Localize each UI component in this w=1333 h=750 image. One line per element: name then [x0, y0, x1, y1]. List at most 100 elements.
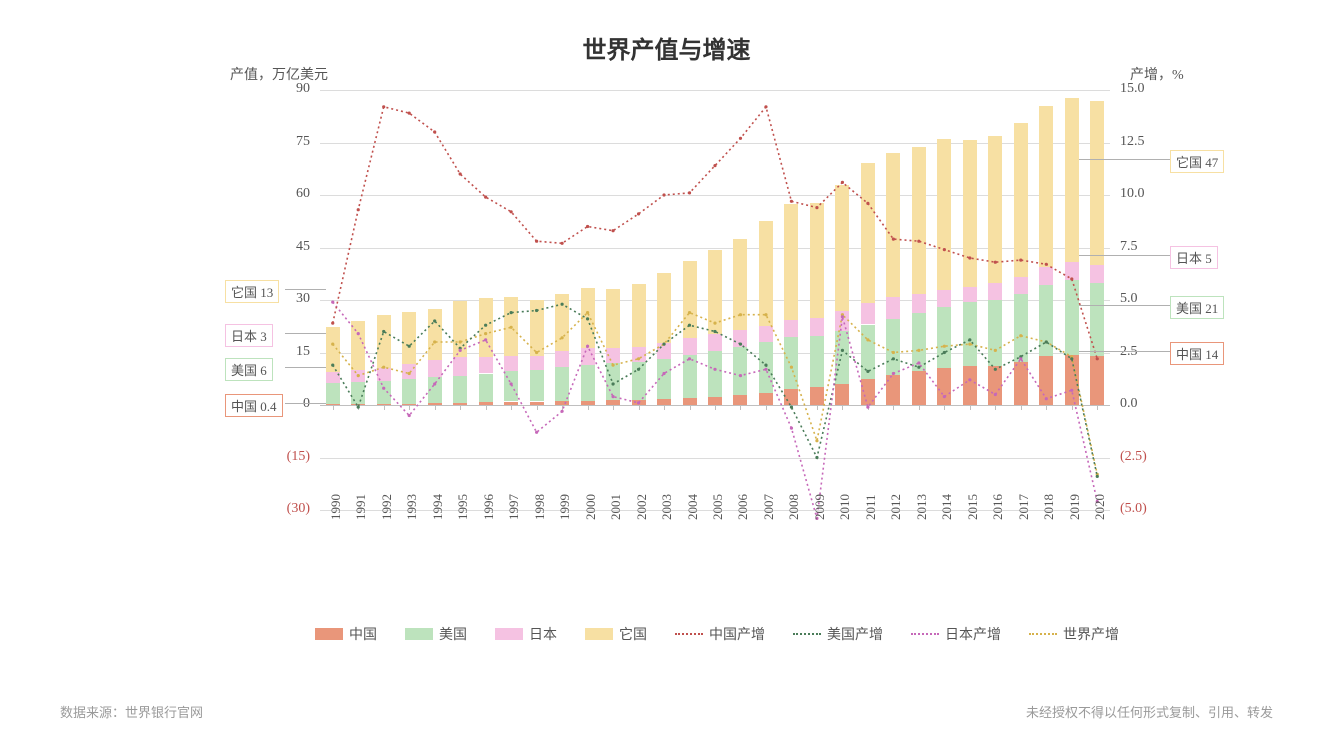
line-us-growth-point [1045, 340, 1048, 343]
line-us-growth-point [382, 330, 385, 333]
line-japan-growth-point [586, 345, 589, 348]
line-us-growth-point [560, 303, 563, 306]
legend-item: 中国 [315, 624, 377, 644]
line-japan-growth-point [662, 372, 665, 375]
line-japan-growth-point [892, 372, 895, 375]
line-china-growth-point [510, 210, 513, 213]
line-world-growth-point [790, 366, 793, 369]
y-tick-right: (5.0) [1120, 501, 1180, 517]
line-world-growth-point [815, 439, 818, 442]
legend-swatch-line [1029, 633, 1057, 635]
line-world-growth-point [994, 349, 997, 352]
line-us-growth-point [510, 311, 513, 314]
line-china-growth-point [841, 181, 844, 184]
legend-item: 它国 [585, 624, 647, 644]
line-china-growth-point [382, 105, 385, 108]
callout-lead [285, 367, 326, 368]
x-tick-label: 2010 [837, 494, 853, 520]
y-tick-right: 12.5 [1120, 134, 1180, 150]
x-tick-label: 1997 [506, 494, 522, 520]
line-japan-growth-point [331, 301, 334, 304]
y-tick-left: (15) [260, 449, 310, 465]
callout-left-jp: 日本 3 [225, 324, 273, 347]
line-world-growth-point [866, 338, 869, 341]
line-us-growth-point [943, 351, 946, 354]
line-world-growth-point [331, 343, 334, 346]
legend-swatch-line [793, 633, 821, 635]
line-china-growth-point [662, 193, 665, 196]
line-china-growth-point [1070, 277, 1073, 280]
legend-item: 日本 [495, 624, 557, 644]
chart-title: 世界产值与增速 [0, 30, 1333, 65]
y-tick-left: (30) [260, 501, 310, 517]
line-japan-growth-point [484, 338, 487, 341]
y-tick-left: 60 [260, 186, 310, 202]
x-tick-label: 2002 [634, 494, 650, 520]
legend-label: 日本 [529, 624, 557, 644]
line-japan-growth-point [459, 349, 462, 352]
line-japan-growth-point [357, 332, 360, 335]
line-japan-growth-point [866, 406, 869, 409]
line-us-growth-point [892, 357, 895, 360]
line-japan-growth-point [408, 414, 411, 417]
x-tick-label: 1991 [353, 494, 369, 520]
line-us-growth-point [739, 343, 742, 346]
x-tick-label: 2013 [914, 494, 930, 520]
line-world-growth-point [586, 311, 589, 314]
line-us-growth-point [484, 324, 487, 327]
line-us-growth-point [662, 343, 665, 346]
line-us-growth-point [841, 349, 844, 352]
x-tick-label: 2007 [761, 494, 777, 520]
x-tick-label: 2015 [965, 494, 981, 520]
line-japan-growth-point [790, 427, 793, 430]
footer-source: 数据来源：世界银行官网 [60, 702, 203, 721]
legend-label: 世界产增 [1063, 624, 1119, 644]
x-tick-label: 2004 [685, 494, 701, 520]
line-china-growth-point [688, 191, 691, 194]
line-us-growth-point [764, 364, 767, 367]
line-japan-growth-point [611, 395, 614, 398]
legend-swatch-line [675, 633, 703, 635]
line-china-growth-point [560, 242, 563, 245]
legend: 中国美国日本它国中国产增美国产增日本产增世界产增 [315, 624, 1119, 644]
line-china-growth-point [484, 196, 487, 199]
x-tick-label: 2005 [710, 494, 726, 520]
line-world-growth-point [357, 374, 360, 377]
line-china-growth [333, 107, 1098, 359]
callout-right-ot: 它国 47 [1170, 150, 1224, 173]
legend-label: 中国 [349, 624, 377, 644]
line-china-growth-point [433, 130, 436, 133]
legend-swatch-bar [495, 628, 523, 640]
y-tick-right: 0.0 [1120, 396, 1180, 412]
footer-copyright: 未经授权不得以任何形式复制、引用、转发 [1026, 702, 1273, 721]
callout-lead [1079, 255, 1170, 256]
line-japan-growth [333, 302, 1098, 518]
x-tick-label: 1992 [379, 494, 395, 520]
y-tick-right: 15.0 [1120, 81, 1180, 97]
legend-item: 中国产增 [675, 624, 765, 644]
line-world-growth-point [510, 326, 513, 329]
line-us-growth-point [866, 370, 869, 373]
callout-left-ot: 它国 13 [225, 280, 279, 303]
line-china-growth-point [713, 164, 716, 167]
x-tick-label: 1994 [430, 494, 446, 520]
x-tick-label: 2011 [863, 494, 879, 520]
line-world-growth [333, 313, 1098, 475]
x-tick-label: 2018 [1041, 494, 1057, 520]
plot-area [320, 90, 1110, 510]
x-tick-label: 2003 [659, 494, 675, 520]
callout-right-us: 美国 21 [1170, 296, 1224, 319]
legend-item: 世界产增 [1029, 624, 1119, 644]
legend-swatch-bar [315, 628, 343, 640]
line-japan-growth-point [560, 410, 563, 413]
line-world-growth-point [764, 313, 767, 316]
line-china-growth-point [739, 137, 742, 140]
line-japan-growth-point [764, 368, 767, 371]
line-japan-growth-point [637, 401, 640, 404]
line-china-growth-point [892, 238, 895, 241]
callout-left-cn: 中国 0.4 [225, 394, 283, 417]
line-world-growth-point [917, 349, 920, 352]
line-us-growth-point [1096, 475, 1099, 478]
line-china-growth-point [917, 240, 920, 243]
line-china-growth-point [459, 172, 462, 175]
